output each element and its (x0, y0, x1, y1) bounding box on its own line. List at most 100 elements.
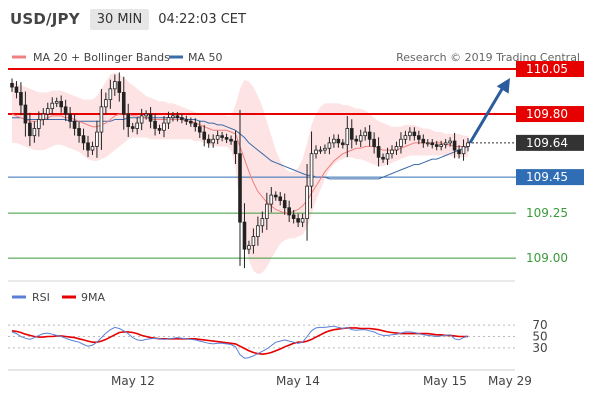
candle (32, 121, 37, 143)
candle-body (457, 149, 461, 155)
candle (224, 133, 229, 144)
level-label-110-05: 110.05 (526, 62, 568, 76)
candle-body (171, 115, 175, 119)
candle-body (135, 122, 139, 129)
candle (443, 139, 448, 149)
candle-body (278, 196, 283, 201)
candle-body (139, 115, 144, 124)
candle (193, 118, 198, 132)
candle (323, 144, 327, 154)
candle-body (157, 128, 162, 131)
level-lines (8, 68, 516, 259)
currency-pair: USD/JPY (10, 10, 80, 28)
candle (399, 132, 403, 154)
candle-body (81, 135, 86, 144)
candle-body (126, 113, 131, 128)
candle (157, 124, 162, 135)
candle-body (113, 81, 117, 90)
candle (314, 145, 318, 159)
candle-body (104, 99, 108, 108)
candle-body (247, 245, 251, 250)
candle (220, 131, 224, 142)
ma9-line (11, 327, 468, 356)
candle (126, 103, 131, 137)
resistance-badge-109-80 (516, 106, 584, 123)
candle-body (269, 194, 274, 205)
candle (95, 120, 99, 158)
candle-body (19, 92, 23, 106)
candle (130, 122, 135, 133)
forecast-arrow (468, 78, 510, 144)
level-label-109-00: 109.00 (526, 251, 568, 265)
candle (68, 107, 72, 129)
candle-body (14, 86, 19, 93)
candle-body (144, 113, 148, 117)
candle (171, 112, 175, 122)
candle-body (439, 144, 443, 147)
candle (327, 136, 332, 155)
level-label-109-45: 109.45 (526, 170, 568, 184)
x-tick-may14: May 14 (276, 374, 320, 388)
candle (247, 240, 251, 255)
candle-body (99, 106, 104, 133)
candle (457, 145, 461, 159)
candle (59, 95, 63, 113)
candle (41, 108, 46, 126)
candle (166, 111, 171, 130)
level-labels: 110.05 109.80 109.64 109.45 109.25 109.00 (516, 61, 584, 265)
candle-body (50, 102, 55, 110)
candle (90, 141, 95, 155)
candle-body (323, 147, 327, 151)
candle-body (358, 135, 363, 142)
candle-body (394, 146, 399, 151)
candle (139, 108, 144, 131)
candle-body (412, 131, 417, 137)
candle (318, 146, 323, 154)
candle-body (443, 142, 448, 146)
timestamp: 04:22:03 CET (158, 11, 246, 27)
candle-body (211, 138, 215, 144)
candle (309, 131, 314, 209)
candle-body (385, 153, 390, 160)
candlesticks (10, 72, 470, 269)
candle (287, 200, 291, 222)
candle-body (86, 142, 90, 151)
candle-body (345, 128, 350, 146)
candle-body (265, 203, 269, 219)
candle-body (23, 104, 28, 124)
candle-body (336, 138, 341, 144)
candle (202, 125, 207, 147)
candle (439, 140, 443, 151)
candle (153, 114, 157, 136)
candle-body (189, 120, 193, 124)
candle (108, 79, 113, 109)
candle (363, 127, 367, 141)
candle-body (184, 119, 189, 122)
candle (63, 99, 68, 122)
candle-body (314, 149, 318, 155)
candle-body (354, 138, 359, 142)
candle-body (461, 146, 466, 155)
candle (175, 112, 180, 122)
candle-body (166, 117, 171, 124)
candle-body (282, 200, 287, 209)
candle-body (130, 126, 135, 129)
timeframe-badge[interactable]: 30 MIN (89, 8, 150, 30)
candle-body (466, 142, 470, 147)
candle (412, 127, 417, 141)
candle-body (215, 135, 220, 140)
support-badge-109-45 (516, 169, 584, 186)
candle (77, 121, 81, 143)
rsi-tick-30: 30 (532, 341, 547, 355)
candle (251, 228, 256, 254)
candle-body (399, 138, 403, 147)
candle-body (256, 225, 260, 237)
candle-body (300, 218, 305, 223)
candle (269, 187, 274, 213)
candle-body (260, 218, 265, 227)
candle-body (175, 115, 180, 119)
candle (260, 211, 265, 233)
candle-body (37, 119, 41, 129)
candle-body (28, 122, 32, 137)
